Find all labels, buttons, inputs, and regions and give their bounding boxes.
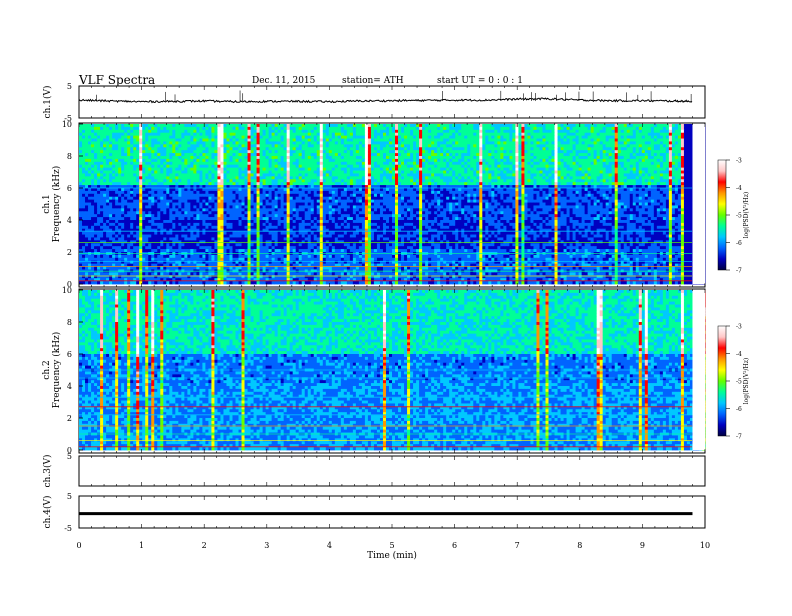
- x-tick-label: 2: [202, 541, 207, 550]
- y-tick-label: 2: [67, 414, 72, 423]
- x-tick-label: 9: [640, 541, 645, 550]
- y-tick-label: -5: [64, 524, 72, 533]
- ch4-waveform-ylabel: ch.4(V): [42, 496, 53, 529]
- ch3-waveform-panel: [79, 456, 705, 486]
- x-tick-label: 4: [327, 541, 332, 550]
- ch1-waveform-ylabel: ch.1(V): [42, 86, 53, 119]
- y-tick-label: 6: [67, 184, 72, 193]
- colorbar-tick-label: -3: [736, 324, 742, 331]
- ch1-waveform-trace: [79, 90, 692, 102]
- ch1-colorbar: [718, 160, 726, 270]
- figure-title: VLF Spectra: [78, 73, 155, 87]
- ch2-spectrogram-ylabel: ch.2: [42, 360, 52, 379]
- x-tick-label: 8: [577, 541, 582, 550]
- ch1-spectrogram-ylabel: Frequency (kHz): [51, 166, 62, 243]
- colorbar-tick-label: -7: [736, 434, 742, 441]
- ch2-spectrogram-ylabel: Frequency (kHz): [51, 332, 62, 409]
- y-tick-label: 5: [67, 82, 72, 91]
- station-label: station= ATH: [342, 76, 404, 86]
- y-tick-label: 5: [67, 452, 72, 461]
- colorbar-ticks: -3 -4 -5 -6 -7 log(PSD(V²/Hz) -3 -4 -5 -6 -7 log(PS…: [726, 158, 750, 441]
- x-tick-label: 6: [452, 541, 457, 550]
- y-tick-label: 8: [67, 152, 72, 161]
- y-tick-label: 4: [67, 382, 72, 391]
- ch4-waveform-panel: [79, 496, 705, 528]
- colorbar-tick-label: -7: [736, 268, 742, 275]
- ch1-waveform-line: [79, 98, 692, 103]
- colorbar-tick-label: -6: [736, 406, 742, 413]
- vlf-spectra-figure: VLF Spectra Dec. 11, 2015 station= ATH s…: [0, 0, 792, 612]
- ch1-spectrogram-image: [79, 124, 705, 284]
- x-axis-label: Time (min): [367, 550, 417, 561]
- ch2-colorbar: [718, 326, 726, 436]
- y-tick-label: 2: [67, 248, 72, 257]
- colorbar-tick-label: -4: [736, 185, 742, 192]
- ch2-spectrogram-image: [79, 290, 705, 450]
- x-tick-label: 3: [264, 541, 269, 550]
- colorbar-tick-label: -6: [736, 240, 742, 247]
- x-tick-label: 0: [76, 541, 81, 550]
- start-time-label: start UT = 0 : 0 : 1: [437, 76, 523, 86]
- y-tick-label: 6: [67, 350, 72, 359]
- y-tick-label: 8: [67, 318, 72, 327]
- y-tick-label: 10: [62, 286, 72, 295]
- colorbar-tick-label: -5: [736, 213, 742, 220]
- colorbar-tick-label: -5: [736, 379, 742, 386]
- colorbar-label: log(PSD(V²/Hz): [743, 192, 750, 239]
- date-label: Dec. 11, 2015: [252, 76, 316, 86]
- x-tick-label: 7: [515, 541, 520, 550]
- x-tick-label: 5: [389, 541, 394, 550]
- y-tick-label: 10: [62, 120, 72, 129]
- chart-canvas: VLF Spectra Dec. 11, 2015 station= ATH s…: [0, 0, 792, 612]
- x-tick-label: 1: [139, 541, 144, 550]
- y-tick-label: 4: [67, 216, 72, 225]
- ch1-spectrogram-ylabel: ch.1: [42, 194, 52, 213]
- ch3-waveform-ylabel: ch.3(V): [42, 455, 53, 488]
- colorbar-tick-label: -3: [736, 158, 742, 165]
- x-tick-label: 10: [700, 541, 710, 550]
- colorbar-tick-label: -4: [736, 351, 742, 358]
- y-tick-label: 5: [67, 492, 72, 501]
- colorbar-label: log(PSD(V²/Hz): [743, 358, 750, 405]
